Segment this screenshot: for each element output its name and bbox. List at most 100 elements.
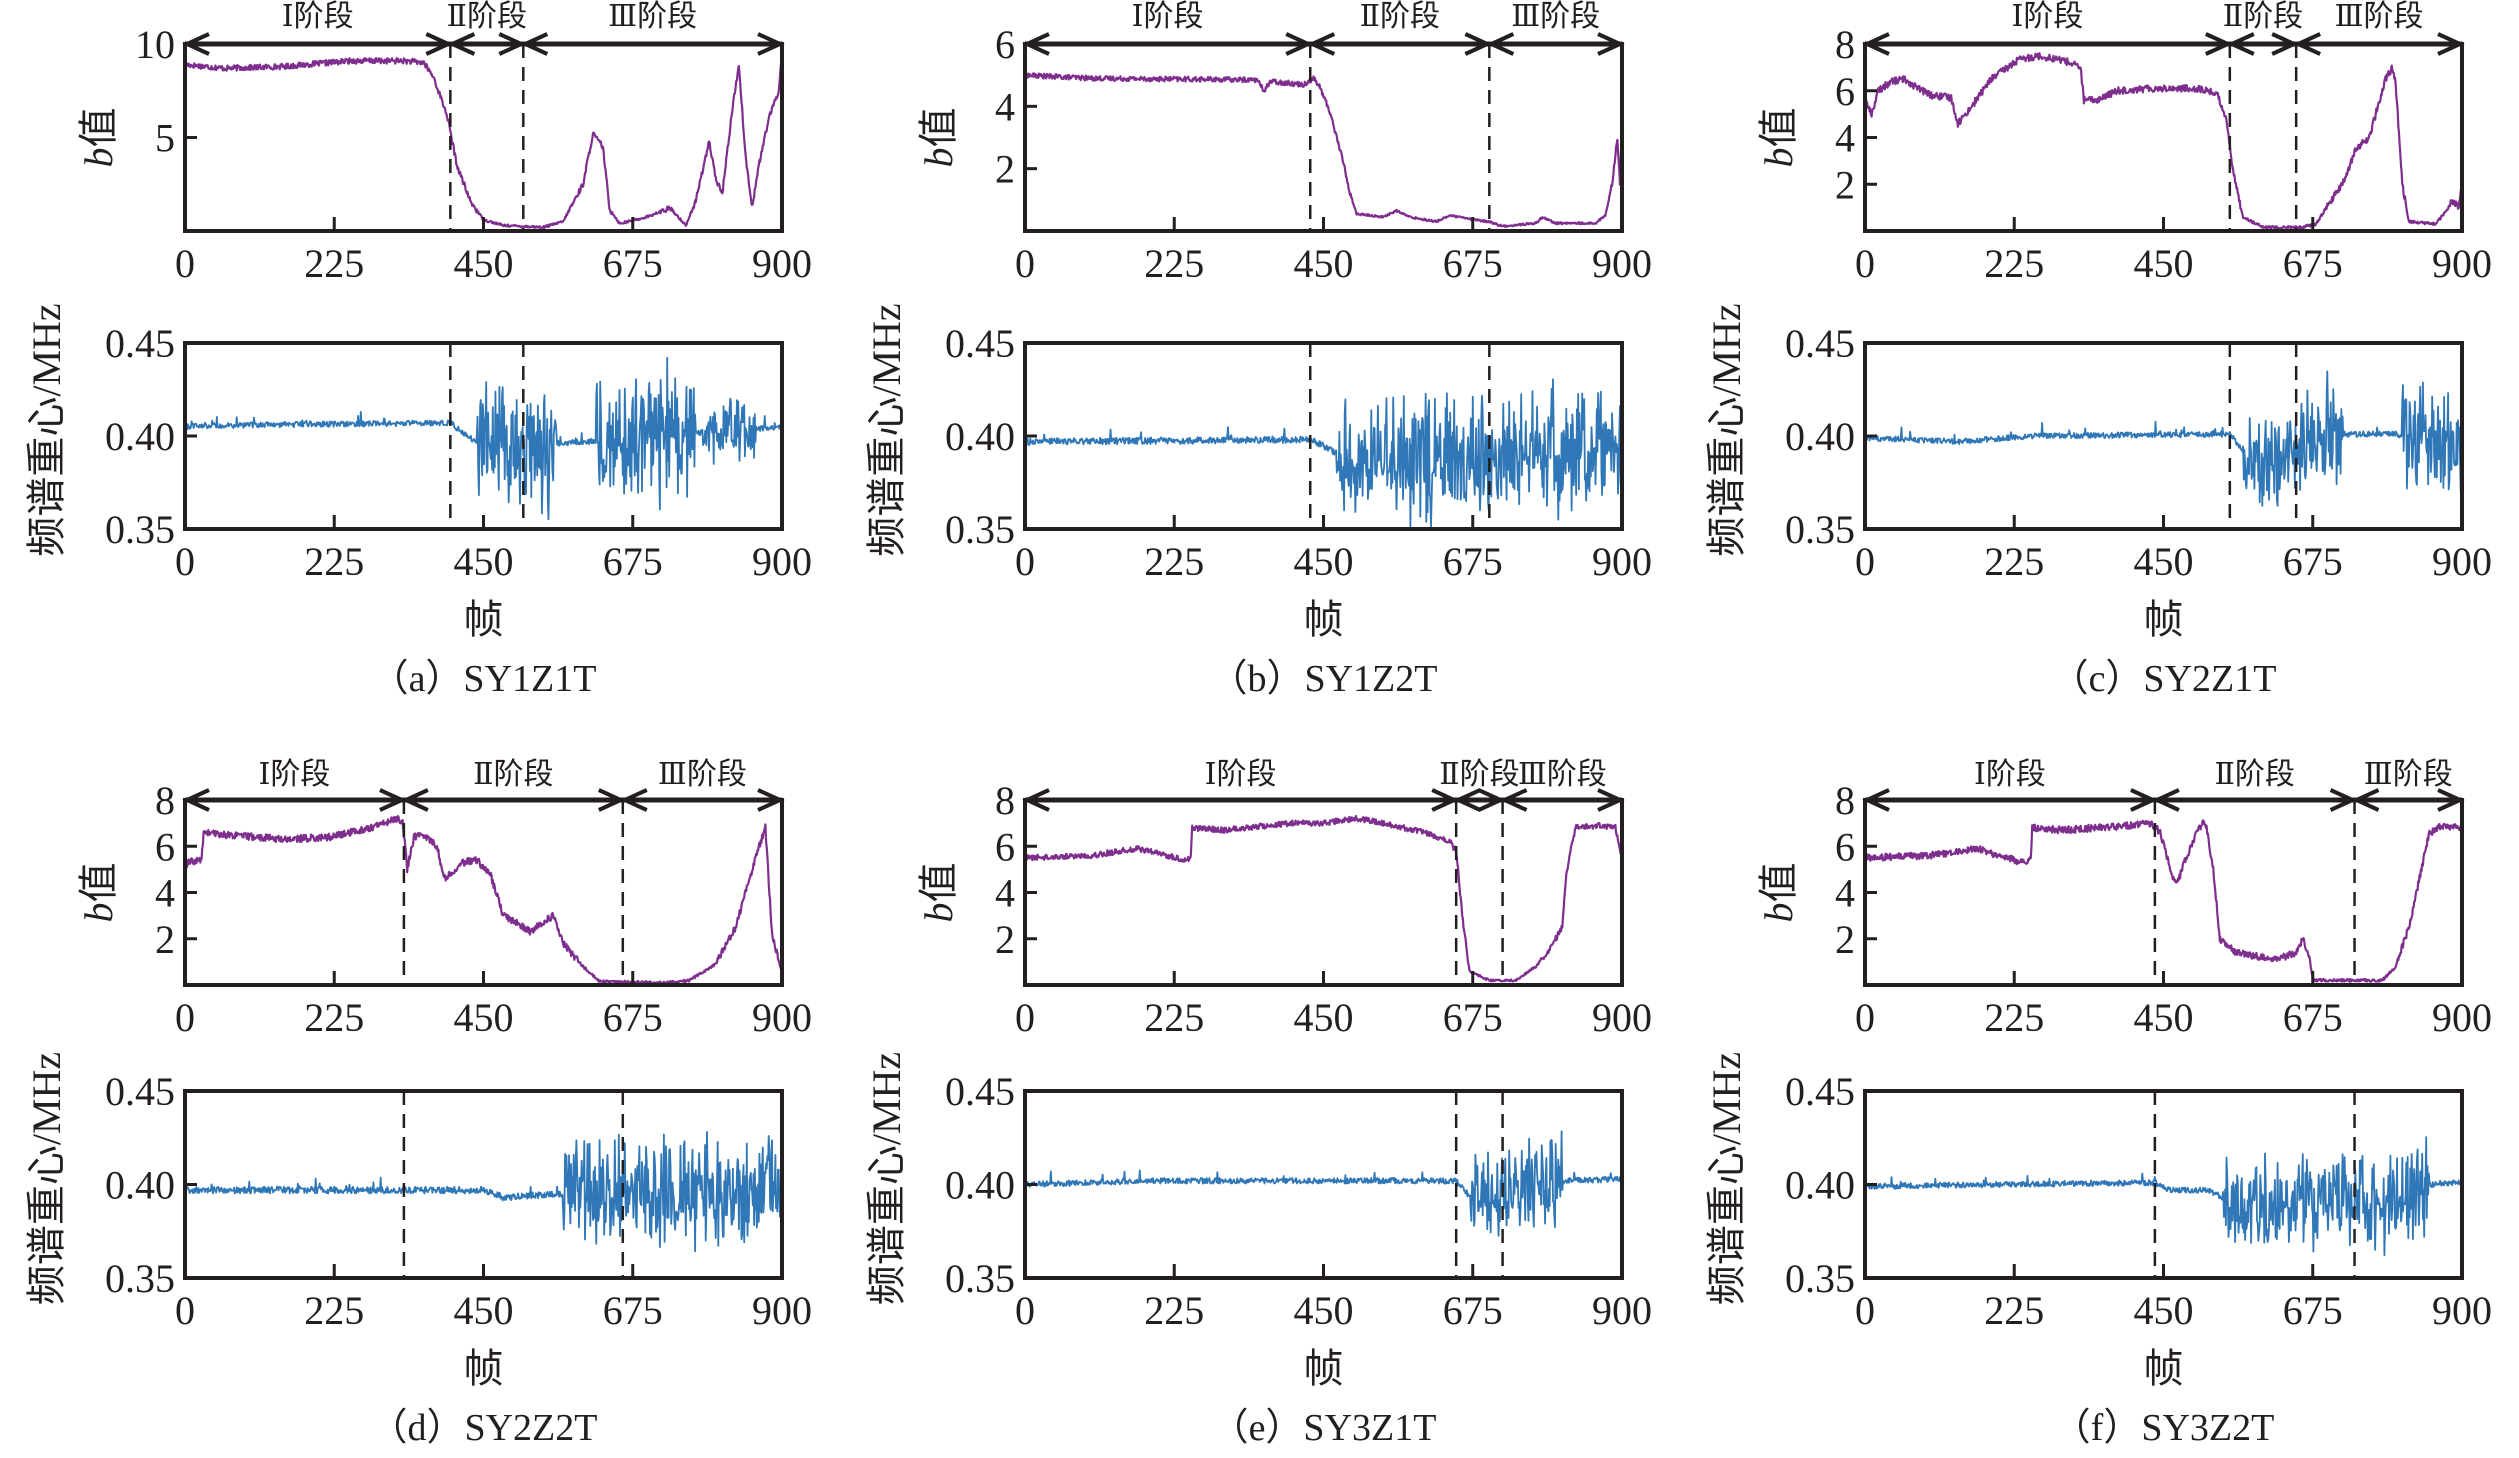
x-axis-label: 帧 (1304, 597, 1344, 642)
spectral-centroid-axis-label: 频谱重心/MHz (1704, 1052, 1749, 1305)
b-xtick-label: 0 (1015, 241, 1035, 286)
arrowhead-left-icon (447, 32, 476, 56)
b-xtick-label: 675 (2283, 995, 2343, 1040)
sc-ytick-label: 0.40 (945, 1163, 1015, 1208)
sc-xtick-label: 450 (2134, 1288, 2194, 1333)
spectral-centroid-line (184, 356, 783, 521)
arrowhead-left-icon (1499, 788, 1528, 812)
spectral-centroid-chart: 0.35 0.40 0.45 0 225 450 675 900 频谱重心/MHz 帧 (24, 1052, 812, 1391)
sc-xtick-label: 225 (1144, 539, 1204, 584)
b-value-suffix: 值 (916, 108, 961, 148)
panel-caption: （c）SY2Z1T (2051, 658, 2277, 700)
sc-ytick-label: 0.35 (105, 1256, 175, 1301)
spectral-centroid-chart: 0.35 0.40 0.45 0 225 450 675 900 频谱重心/MHz 帧 (864, 303, 1652, 642)
spectral-centroid-axis-label: 频谱重心/MHz (24, 303, 69, 556)
b-value-suffix: 值 (76, 863, 121, 903)
stage-label: Ⅰ阶段 (282, 0, 354, 33)
sc-xtick-label: 900 (1592, 539, 1652, 584)
arrowhead-right-icon (1597, 32, 1625, 56)
b-ytick-label: 2 (995, 917, 1015, 962)
panel-caption: （d）SY2Z2T (369, 1407, 597, 1449)
sc-xtick-label: 900 (2432, 539, 2492, 584)
spectral-centroid-axis-label: 频谱重心/MHz (864, 303, 909, 556)
stage-label: Ⅱ阶段 (1439, 758, 1519, 791)
spectral-centroid-line (1024, 378, 1623, 528)
b-value-suffix: 值 (916, 863, 961, 903)
b-value-axis-label: b值 (1756, 108, 1801, 168)
sc-ytick-label: 0.45 (945, 321, 1015, 366)
x-axis-label: 帧 (1304, 1346, 1344, 1391)
arrowhead-right-icon (1597, 788, 1625, 812)
sc-xtick-label: 900 (1592, 1288, 1652, 1333)
sc-xtick-label: 900 (752, 539, 812, 584)
b-xtick-label: 675 (2283, 241, 2343, 286)
b-xtick-label: 900 (1592, 241, 1652, 286)
stage-label: Ⅱ阶段 (473, 758, 553, 791)
spectral-centroid-chart: 0.35 0.40 0.45 0 225 450 675 900 频谱重心/MHz 帧 (1704, 1052, 2492, 1391)
b-xtick-label: 450 (1294, 241, 1354, 286)
panel-caption: （a）SY1Z1T (371, 658, 597, 700)
b-value-axis-label: b值 (76, 108, 121, 168)
arrowhead-left-icon (1022, 788, 1050, 812)
b-ytick-label: 8 (155, 778, 175, 823)
stage-label: Ⅲ阶段 (2335, 0, 2424, 33)
stage-label: Ⅱ阶段 (2215, 758, 2295, 791)
b-ytick-label: 6 (1835, 69, 1855, 114)
sc-ytick-label: 0.45 (1785, 321, 1855, 366)
b-xtick-label: 225 (1984, 241, 2044, 286)
stage-label: Ⅱ阶段 (447, 0, 527, 33)
sc-xtick-label: 0 (175, 1288, 195, 1333)
b-xtick-label: 0 (175, 241, 195, 286)
b-xtick-label: 675 (1443, 995, 1503, 1040)
x-axis-label: 帧 (2144, 597, 2184, 642)
arrowhead-left-icon (2293, 32, 2321, 56)
b-ytick-label: 8 (1835, 22, 1855, 67)
sc-xtick-label: 0 (175, 539, 195, 584)
b-xtick-label: 900 (752, 995, 812, 1040)
b-xtick-label: 900 (2432, 241, 2492, 286)
b-xtick-label: 0 (1855, 995, 1875, 1040)
b-value-axis-label: b值 (1756, 863, 1801, 923)
b-xtick-label: 225 (304, 241, 364, 286)
arrowhead-right-icon (2437, 32, 2465, 56)
b-xtick-label: 450 (454, 995, 514, 1040)
sc-xtick-label: 675 (603, 539, 663, 584)
b-ytick-label: 4 (995, 84, 1015, 129)
arrowhead-right-icon (757, 32, 785, 56)
b-xtick-label: 675 (603, 241, 663, 286)
b-ytick-label: 4 (1835, 116, 1855, 161)
stage-label: Ⅲ阶段 (658, 758, 747, 791)
x-axis-label: 帧 (464, 597, 504, 642)
sc-xtick-label: 450 (1294, 539, 1354, 584)
spectral-centroid-chart: 0.35 0.40 0.45 0 225 450 675 900 频谱重心/MHz 帧 (24, 303, 812, 642)
spectral-centroid-line (1864, 370, 2463, 507)
b-xtick-label: 675 (1443, 241, 1503, 286)
panel-caption: （b）SY1Z2T (1209, 658, 1437, 700)
b-xtick-label: 0 (175, 995, 195, 1040)
sc-xtick-label: 900 (752, 1288, 812, 1333)
spectral-centroid-line (1024, 1130, 1623, 1237)
b-value-line (183, 53, 784, 230)
arrowhead-left-icon (2152, 788, 2180, 812)
b-xtick-label: 450 (2134, 241, 2194, 286)
arrowhead-left-icon (2226, 32, 2255, 56)
sc-xtick-label: 675 (1443, 539, 1503, 584)
arrowhead-left-icon (619, 788, 648, 812)
b-plot-frame (1863, 798, 2464, 987)
b-xtick-label: 900 (1592, 995, 1652, 1040)
b-xtick-label: 450 (454, 241, 514, 286)
sc-ytick-label: 0.40 (105, 1163, 175, 1208)
b-symbol: b (76, 148, 121, 168)
spectral-centroid-line (1864, 1136, 2463, 1257)
b-xtick-label: 450 (1294, 995, 1354, 1040)
sc-xtick-label: 0 (1855, 539, 1875, 584)
b-xtick-label: 675 (603, 995, 663, 1040)
b-symbol: b (76, 903, 121, 923)
